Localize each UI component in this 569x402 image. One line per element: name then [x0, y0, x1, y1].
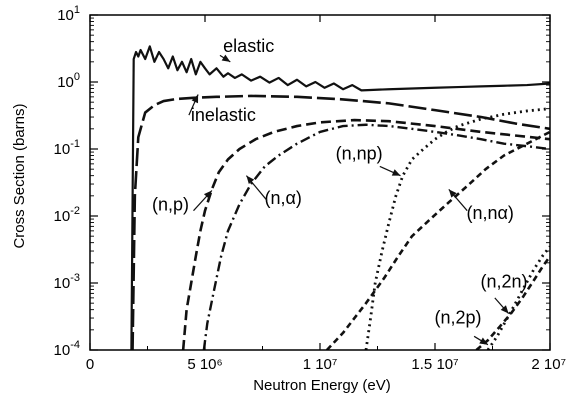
series-elastic-line	[130, 45, 550, 350]
annotation-n-2n: (n,2n)	[480, 272, 527, 292]
y-axis-title-text: Cross Section (barns)	[11, 103, 28, 248]
y-tick-label: 100	[57, 71, 80, 91]
series-n-2n-line	[486, 245, 550, 350]
annotation-arrowhead-elastic	[221, 54, 231, 62]
x-axis-title: Neutron Energy (eV)	[253, 377, 391, 394]
annotation-n-np: (n,np)	[336, 143, 383, 163]
annotation-arrowhead-n-2p	[479, 337, 488, 345]
annotation-arrowhead-n-2n	[500, 305, 509, 314]
y-tick-label: 101	[57, 4, 80, 24]
annotation-n-n: (n,nα)	[466, 203, 513, 223]
series-n-p-line	[181, 118, 550, 350]
x-tick-label: 1.5 10⁷	[411, 356, 458, 373]
annotation-layer: elastic inelastic (n,p) (n,α) (n,np) (n,nα) (n…	[152, 36, 528, 346]
annotation-n: (n,α)	[264, 188, 301, 208]
annotation-arrowhead-n-np	[391, 169, 401, 176]
series-inelastic-line	[131, 94, 550, 350]
series-n-n-line	[325, 130, 550, 350]
annotation-arrowhead-n	[246, 175, 255, 185]
tick-layer: 0 5 10⁶ 1 10⁷ 1.5 10⁷ 2 10⁷ 10-4 10-3 10-2 10-1 1…	[54, 4, 566, 373]
annotation-arrowhead-inelastic	[191, 94, 199, 104]
annotation-inelastic: inelastic	[191, 105, 256, 125]
x-tick-label: 0	[86, 356, 94, 373]
plot-frame	[89, 14, 551, 351]
series-n-line	[202, 123, 550, 350]
y-tick-label: 10-1	[54, 138, 80, 158]
y-tick-label: 10-2	[54, 205, 80, 225]
series-n-np-line	[364, 107, 550, 350]
y-tick-label: 10-4	[54, 339, 80, 359]
annotation-arrowhead-n-n	[448, 189, 457, 198]
annotation-elastic: elastic	[223, 36, 274, 56]
x-tick-label: 2 10⁷	[531, 356, 566, 373]
series-layer	[130, 45, 550, 350]
series-n-2p-line	[475, 255, 550, 350]
x-tick-label: 5 10⁶	[187, 356, 222, 373]
y-tick-label: 10-3	[54, 272, 80, 292]
annotation-arrowhead-n-p	[203, 190, 212, 199]
annotation-n-2p: (n,2p)	[434, 307, 481, 327]
x-tick-label: 1 10⁷	[303, 356, 338, 373]
y-axis-title: Cross Section (barns)	[11, 103, 28, 248]
annotation-n-p: (n,p)	[152, 195, 189, 215]
